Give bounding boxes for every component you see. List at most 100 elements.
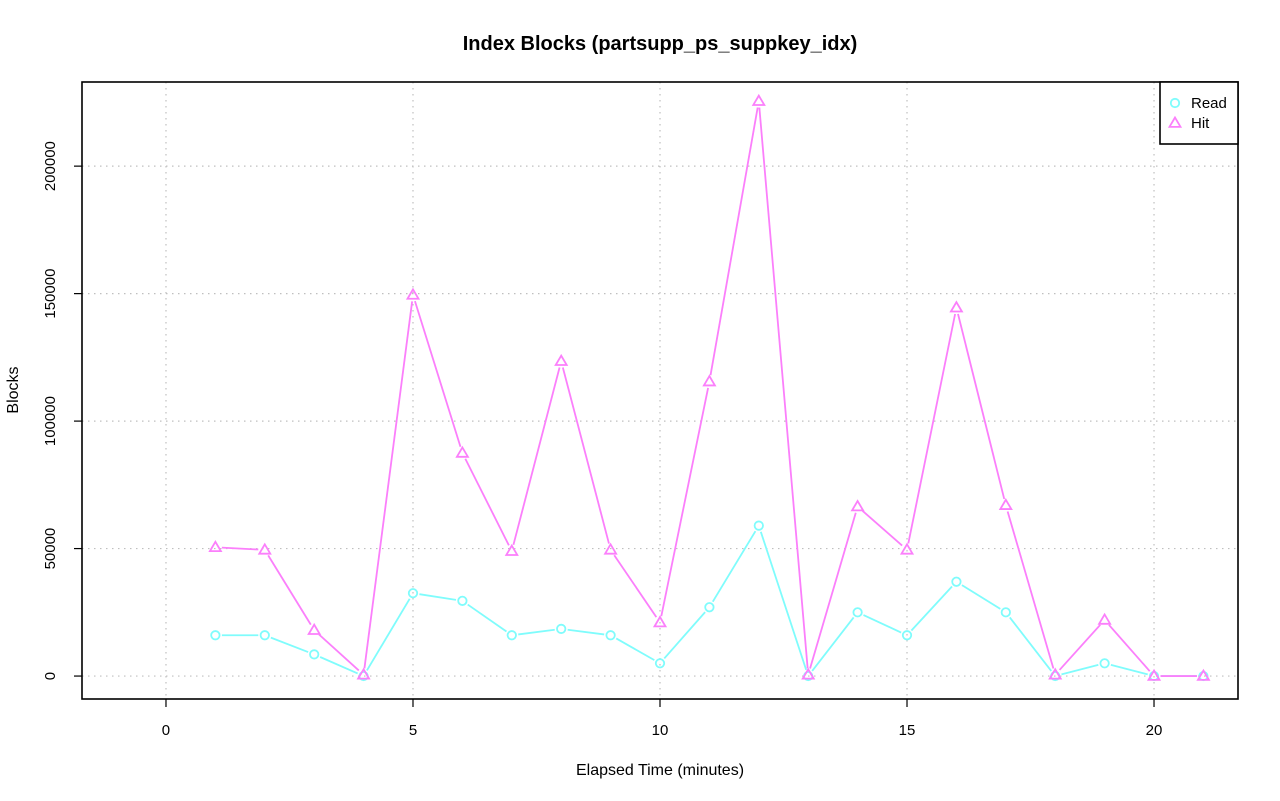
data-point [1097, 612, 1112, 625]
series-segment [363, 301, 414, 669]
data-point [751, 93, 766, 106]
series-segment [809, 512, 857, 669]
data-point [603, 542, 618, 555]
series-segment [758, 107, 809, 669]
data-point [554, 353, 569, 366]
legend-box [1159, 81, 1239, 145]
series-segment [1009, 616, 1052, 672]
series-segment [811, 616, 855, 672]
x-axis: 0 5 10 15 20 [162, 699, 1163, 739]
data-point [309, 649, 320, 660]
data-point [259, 630, 270, 641]
series-segment [615, 637, 655, 661]
data-point [704, 602, 715, 613]
data-point [1146, 668, 1162, 681]
series-segment [270, 636, 309, 653]
series-segment [267, 554, 312, 626]
y-tick-label: 150000 [42, 269, 59, 319]
series-layer [208, 93, 1211, 682]
series-segment [1006, 511, 1055, 669]
series-segment [1058, 624, 1101, 671]
data-point [556, 623, 567, 634]
data-point [852, 607, 863, 618]
series-segment [910, 585, 953, 632]
data-point [901, 630, 913, 641]
y-tick-label: 0 [42, 672, 59, 680]
series-segment [863, 614, 902, 634]
y-tick-label: 50000 [42, 528, 59, 570]
x-tick-label: 15 [899, 722, 916, 739]
data-point [1048, 667, 1063, 680]
series-segment [366, 598, 411, 671]
series-segment [907, 313, 956, 544]
x-tick-label: 5 [409, 722, 417, 739]
data-point [504, 543, 519, 556]
data-point [210, 630, 221, 641]
y-tick-label: 200000 [42, 141, 59, 191]
y-axis-label: Blocks [5, 366, 22, 413]
series-segment [861, 510, 903, 547]
chart-title: Index Blocks (partsupp_ps_suppkey_idx) [463, 33, 858, 55]
x-tick-label: 10 [652, 722, 669, 739]
series-segment [221, 546, 259, 551]
series-segment [319, 656, 358, 675]
series-segment [464, 458, 510, 546]
data-point [605, 630, 616, 641]
legend: Read Hit [1159, 81, 1239, 145]
data-point [850, 499, 865, 512]
data-point [801, 667, 816, 680]
series-segment [419, 593, 457, 601]
data-point [356, 667, 371, 680]
series-segment [709, 107, 759, 376]
data-point [407, 588, 419, 599]
data-point [702, 374, 717, 387]
data-point [951, 576, 962, 587]
data-point [307, 622, 322, 635]
grid [82, 82, 1238, 699]
legend-marker [1169, 97, 1181, 109]
series-segment [467, 603, 507, 633]
plot-frame [81, 81, 1239, 700]
data-point [405, 287, 421, 300]
series-segment [518, 628, 555, 636]
y-tick-label: 100000 [42, 396, 59, 446]
data-point [257, 542, 272, 555]
series-segment [318, 633, 360, 672]
data-point [1000, 607, 1011, 618]
series-segment [759, 531, 808, 671]
series-segment [1061, 664, 1099, 676]
series-segment [1110, 664, 1148, 676]
data-point [1099, 658, 1110, 669]
series-segment [663, 611, 706, 660]
legend-label: Hit [1191, 115, 1210, 132]
data-point [208, 540, 223, 553]
data-point [506, 630, 517, 641]
data-point [998, 497, 1013, 510]
series-segment [957, 313, 1006, 500]
y-axis: 0 50000 100000 150000 200000 [42, 141, 82, 680]
x-tick-label: 0 [162, 722, 170, 739]
series-segment [561, 367, 610, 544]
legend-label: Read [1191, 95, 1227, 112]
series-segment [567, 628, 605, 636]
data-point [654, 658, 666, 669]
series-segment [961, 584, 1001, 610]
legend-marker [1167, 115, 1183, 128]
series-hit [208, 93, 1211, 681]
series-segment [512, 367, 561, 546]
x-tick-label: 20 [1146, 722, 1163, 739]
series-segment [660, 387, 709, 617]
data-point [899, 542, 915, 555]
data-point [753, 520, 764, 531]
data-point [949, 300, 964, 313]
x-axis-label: Elapsed Time (minutes) [576, 762, 744, 779]
data-point [457, 595, 468, 606]
data-point [455, 445, 470, 458]
data-point [1196, 668, 1211, 681]
data-point [652, 615, 668, 628]
series-segment [414, 300, 462, 448]
series-segment [613, 554, 658, 618]
series-read [210, 520, 1209, 682]
series-segment [711, 530, 757, 603]
